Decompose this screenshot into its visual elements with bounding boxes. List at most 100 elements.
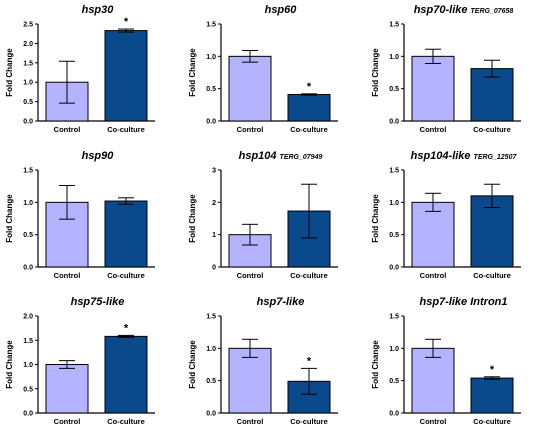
chart-title-suffix: TERG_07658	[471, 8, 514, 15]
y-tick-label: 0.5	[23, 99, 33, 106]
y-tick-label: 0.0	[389, 119, 399, 126]
y-axis-label: Fold Change	[188, 48, 197, 97]
x-tick-label: Control	[237, 271, 264, 280]
chart-title: hsp7-like	[257, 296, 305, 308]
bar-control	[228, 347, 272, 414]
x-tick-label: Control	[237, 417, 264, 426]
x-tick-label: Control	[54, 271, 81, 280]
chart-panel: hsp75-like Fold Change 0.0 0.5 1.0 1.5 2.0 Cont…	[0, 292, 183, 442]
chart-title: hsp60	[265, 4, 298, 16]
x-tick-label: Co-culture	[290, 417, 328, 426]
bar-coculture	[287, 93, 331, 122]
bar-control	[228, 55, 272, 122]
x-tick-label: Control	[54, 417, 81, 426]
y-axis-label: Fold Change	[371, 340, 380, 389]
y-tick-label: 1.5	[206, 22, 216, 29]
x-tick-label: Co-culture	[290, 271, 328, 280]
y-tick-label: 0.5	[389, 378, 399, 385]
y-tick-label: 0.0	[23, 411, 33, 418]
bar-control	[411, 201, 455, 268]
y-axis-label: Fold Change	[5, 48, 14, 97]
x-tick-label: Co-culture	[290, 125, 328, 134]
chart-title-main: hsp90	[82, 150, 115, 162]
y-tick-label: 0.5	[389, 232, 399, 239]
x-tick-label: Co-culture	[473, 271, 511, 280]
chart-title-main: hsp104	[239, 150, 277, 162]
y-tick-label: 1	[212, 232, 216, 239]
y-tick-label: 1.0	[389, 346, 399, 353]
chart-panel: hsp60 Fold Change 0.0 0.5 1.0 1.5 Control * Co-c…	[183, 0, 366, 150]
bar-coculture	[470, 377, 514, 414]
y-tick-label: 0.5	[206, 86, 216, 93]
y-tick-label: 2	[212, 200, 216, 207]
chart-title: hsp75-like	[71, 296, 125, 308]
chart-panel: hsp104 TERG_07949 Fold Change 0 1 2 3 Control Co…	[183, 146, 366, 296]
chart-title-main: hsp30	[82, 4, 115, 16]
chart-title-main: hsp7-like Intron1	[419, 296, 507, 308]
chart-panel: hsp90 Fold Change 0.0 0.5 1.0 1.5 Control Co-cu…	[0, 146, 183, 296]
x-tick-label: Co-culture	[473, 417, 511, 426]
bar-control	[411, 55, 455, 122]
x-tick-label: Co-culture	[473, 125, 511, 134]
y-tick-label: 0	[212, 265, 216, 272]
y-tick-label: 1.5	[23, 168, 33, 175]
chart-title: hsp30	[82, 4, 115, 16]
chart-title: hsp7-like Intron1	[419, 296, 507, 308]
y-axis-label: Fold Change	[5, 340, 14, 389]
y-tick-label: 1.0	[23, 80, 33, 87]
bar-chart: hsp90 Fold Change 0.0 0.5 1.0 1.5 Control Co-cu…	[5, 150, 155, 280]
y-tick-label: 1.0	[389, 200, 399, 207]
y-axis-label: Fold Change	[188, 340, 197, 389]
bar-chart: hsp7-like Fold Change 0.0 0.5 1.0 1.5 Control *…	[188, 296, 338, 426]
x-tick-label: Control	[420, 417, 447, 426]
y-tick-label: 1.5	[389, 22, 399, 29]
x-tick-label: Control	[420, 125, 447, 134]
significance-star: *	[124, 16, 129, 28]
y-axis-label: Fold Change	[371, 194, 380, 243]
y-tick-label: 0.5	[23, 232, 33, 239]
y-axis-label: Fold Change	[188, 194, 197, 243]
chart-panel: hsp7-like Intron1 Fold Change 0.0 0.5 1.0 1.5…	[366, 292, 549, 442]
y-tick-label: 0.0	[389, 265, 399, 272]
y-tick-label: 1.0	[389, 54, 399, 61]
y-tick-label: 1.5	[23, 338, 33, 345]
significance-star: *	[490, 364, 495, 376]
y-tick-label: 0.0	[206, 119, 216, 126]
y-tick-label: 3	[212, 168, 216, 175]
chart-title-main: hsp7-like	[257, 296, 305, 308]
y-tick-label: 0.5	[23, 386, 33, 393]
x-tick-label: Co-culture	[107, 417, 145, 426]
y-tick-label: 2.0	[23, 314, 33, 321]
y-tick-label: 1.0	[23, 362, 33, 369]
chart-panel: hsp70-like TERG_07658 Fold Change 0.0 0.5 1.0…	[366, 0, 549, 150]
bar-chart: hsp75-like Fold Change 0.0 0.5 1.0 1.5 2.0 Cont…	[5, 296, 155, 426]
y-tick-label: 1.0	[206, 54, 216, 61]
significance-star: *	[124, 322, 129, 334]
y-tick-label: 2.5	[23, 22, 33, 29]
chart-title-main: hsp60	[265, 4, 298, 16]
x-tick-label: Control	[237, 125, 264, 134]
x-tick-label: Control	[54, 125, 81, 134]
chart-panel: hsp30 Fold Change 0.0 0.5 1.0 1.5 2.0 2.5 Contro…	[0, 0, 183, 150]
bar-coculture	[104, 200, 148, 268]
chart-title: hsp90	[82, 150, 115, 162]
bar-chart: hsp7-like Intron1 Fold Change 0.0 0.5 1.0 1.5…	[371, 296, 521, 426]
x-tick-label: Co-culture	[107, 271, 145, 280]
y-tick-label: 1.5	[389, 314, 399, 321]
y-tick-label: 0.5	[389, 86, 399, 93]
bar-chart: hsp60 Fold Change 0.0 0.5 1.0 1.5 Control * Co-c…	[188, 4, 338, 134]
chart-title-suffix: TERG_07949	[280, 154, 323, 161]
bar-chart: hsp104 TERG_07949 Fold Change 0 1 2 3 Control Co…	[188, 150, 338, 280]
chart-title-main: hsp75-like	[71, 296, 125, 308]
bar-coculture	[104, 30, 148, 122]
y-tick-label: 1.0	[23, 200, 33, 207]
chart-panel: hsp7-like Fold Change 0.0 0.5 1.0 1.5 Control *…	[183, 292, 366, 442]
y-axis-label: Fold Change	[5, 194, 14, 243]
y-tick-label: 1.5	[23, 60, 33, 67]
y-axis-label: Fold Change	[371, 48, 380, 97]
bar-chart: hsp104-like TERG_12507 Fold Change 0.0 0.5 1.…	[371, 150, 521, 280]
bar-chart: hsp70-like TERG_07658 Fold Change 0.0 0.5 1.0…	[371, 4, 521, 134]
y-tick-label: 1.0	[206, 346, 216, 353]
significance-star: *	[307, 355, 312, 367]
